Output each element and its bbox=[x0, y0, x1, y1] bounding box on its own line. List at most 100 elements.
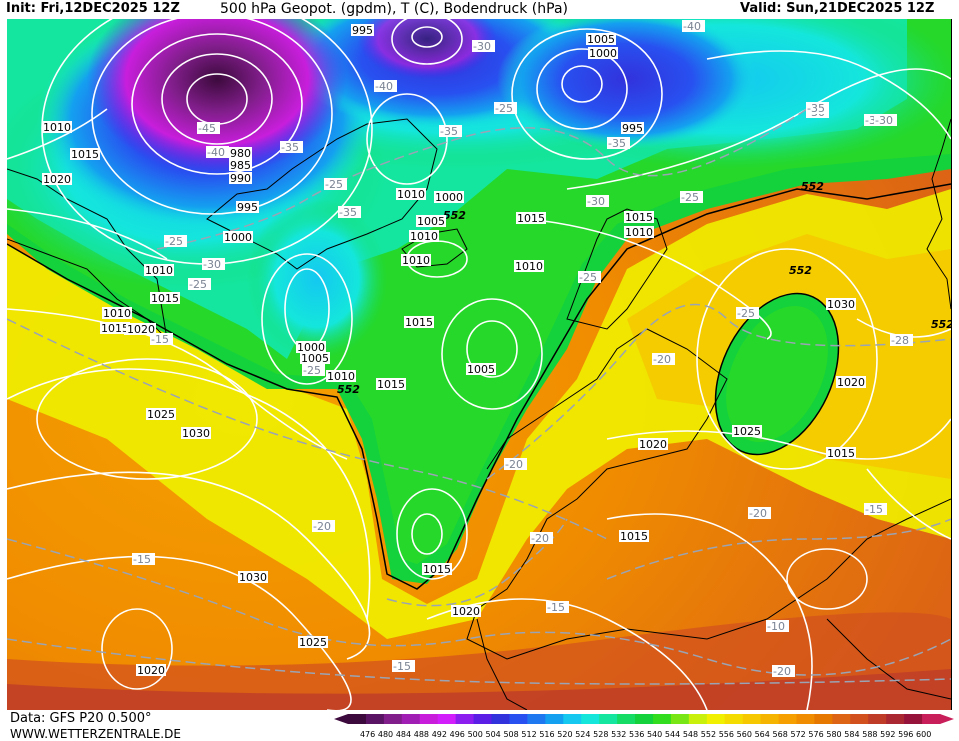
temperature-label: -40 bbox=[682, 20, 705, 33]
pressure-label: 995 bbox=[351, 24, 374, 37]
svg-text:1020: 1020 bbox=[837, 376, 865, 389]
colorbar-tick-label: 476 bbox=[360, 730, 375, 739]
colorbar-tick-label: 536 bbox=[629, 730, 644, 739]
pressure-label: 995 bbox=[621, 122, 644, 135]
colorbar-swatch bbox=[688, 714, 708, 724]
colorbar-tick-label: 484 bbox=[396, 730, 411, 739]
scandinavia-coast bbox=[566, 208, 668, 330]
colorbar-swatch bbox=[473, 714, 493, 724]
temperature-label: -25 bbox=[164, 235, 187, 248]
temperature-label: -30 bbox=[586, 195, 609, 208]
colorbar-swatch bbox=[383, 714, 403, 724]
svg-text:1015: 1015 bbox=[827, 447, 855, 460]
pressure-label: 1010 bbox=[102, 307, 132, 320]
temperature-label: -35 bbox=[806, 102, 829, 115]
svg-text:-35: -35 bbox=[281, 141, 299, 154]
pressure-label: 980 bbox=[229, 147, 252, 160]
colorbar-swatch bbox=[581, 714, 600, 724]
pressure-label: 1000 bbox=[434, 191, 464, 204]
pressure-label: 1010 bbox=[514, 260, 544, 273]
header: Init: Fri,12DEC2025 12Z 500 hPa Geopot. … bbox=[0, 0, 959, 19]
colorbar-swatch bbox=[832, 714, 851, 724]
colorbar-swatch bbox=[617, 714, 636, 724]
colorbar-tick-label: 492 bbox=[432, 730, 447, 739]
colorbar-tick-label: 572 bbox=[790, 730, 805, 739]
pressure-label: 1000 bbox=[588, 47, 618, 60]
temperature-label: -45 bbox=[197, 122, 220, 135]
svg-text:1020: 1020 bbox=[127, 323, 155, 336]
geopotential-label: 552 bbox=[443, 209, 466, 222]
pressure-label: 1020 bbox=[836, 376, 866, 389]
colorbar-tick-label: 568 bbox=[773, 730, 788, 739]
colorbar-swatch bbox=[455, 714, 475, 724]
geopotential-label: 552 bbox=[801, 180, 824, 193]
svg-text:1015: 1015 bbox=[423, 563, 451, 576]
colorbar-tick-label: 600 bbox=[916, 730, 931, 739]
colorbar-tick-label: 576 bbox=[808, 730, 823, 739]
temperature-label: -15 bbox=[132, 553, 155, 566]
colorbar-swatch bbox=[419, 714, 439, 724]
temperature-label: -15 bbox=[864, 503, 887, 516]
svg-text:1015: 1015 bbox=[71, 148, 99, 161]
colorbar-swatch bbox=[778, 714, 797, 724]
data-source: Data: GFS P20 0.500° bbox=[10, 711, 152, 726]
temperature-label: -25 bbox=[324, 178, 347, 191]
colorbar-tick-label: 512 bbox=[521, 730, 536, 739]
pressure-label: 1010 bbox=[42, 121, 72, 134]
colorbar-swatch bbox=[796, 714, 815, 724]
north-america-coast bbox=[7, 168, 168, 341]
pressure-label: 985 bbox=[229, 159, 252, 172]
svg-text:1000: 1000 bbox=[224, 231, 252, 244]
svg-text:1010: 1010 bbox=[625, 226, 653, 239]
map-labels: 552 552 552 552 552 bbox=[337, 180, 951, 396]
colorbar-tick-label: 524 bbox=[575, 730, 590, 739]
svg-text:-20: -20 bbox=[749, 507, 767, 520]
colorbar-max-arrow bbox=[940, 714, 954, 724]
temperature-label: -28 bbox=[890, 334, 913, 347]
svg-text:1010: 1010 bbox=[43, 121, 71, 134]
svg-text:1020: 1020 bbox=[452, 605, 480, 618]
svg-text:-20: -20 bbox=[653, 353, 671, 366]
colorbar-tick-label: 504 bbox=[486, 730, 501, 739]
svg-text:1030: 1030 bbox=[239, 571, 267, 584]
svg-text:1015: 1015 bbox=[151, 292, 179, 305]
colorbar-tick-label: 532 bbox=[611, 730, 626, 739]
pressure-label: 1030 bbox=[826, 298, 856, 311]
isotherms bbox=[7, 108, 951, 685]
svg-text:-20: -20 bbox=[505, 458, 523, 471]
colorbar-tick-label: 520 bbox=[557, 730, 572, 739]
pressure-label: 1010 bbox=[624, 226, 654, 239]
colorbar-swatch bbox=[437, 714, 457, 724]
pressure-label: 1020 bbox=[638, 438, 668, 451]
pressure-label: 1005 bbox=[416, 215, 446, 228]
temperature-label: -35 bbox=[607, 137, 630, 150]
svg-text:-28: -28 bbox=[891, 334, 909, 347]
geopotential-552-cutoff bbox=[714, 292, 840, 456]
svg-text:1020: 1020 bbox=[639, 438, 667, 451]
europe-coast bbox=[466, 328, 951, 660]
colorbar-swatch bbox=[509, 714, 528, 724]
colorbar-swatch bbox=[652, 714, 672, 724]
svg-text:-15: -15 bbox=[133, 553, 151, 566]
init-time: Init: Fri,12DEC2025 12Z bbox=[6, 1, 180, 16]
temperature-label: -20 bbox=[772, 665, 795, 678]
svg-text:1025: 1025 bbox=[733, 425, 761, 438]
svg-text:1010: 1010 bbox=[327, 370, 355, 383]
pressure-label: 1015 bbox=[376, 378, 406, 391]
pressure-label: 1010 bbox=[401, 254, 431, 267]
svg-text:1010: 1010 bbox=[103, 307, 131, 320]
valid-time: Valid: Sun,21DEC2025 12Z bbox=[740, 1, 935, 16]
svg-text:1015: 1015 bbox=[625, 211, 653, 224]
colorbar-tick-label: 516 bbox=[539, 730, 554, 739]
colorbar-swatch bbox=[742, 714, 762, 724]
temperature-label: -10 bbox=[766, 620, 789, 633]
svg-text:1010: 1010 bbox=[515, 260, 543, 273]
pressure-label: 1010 bbox=[326, 370, 356, 383]
temperature-label: -15 bbox=[546, 601, 569, 614]
pressure-label: 1010 bbox=[144, 264, 174, 277]
pressure-label: 1010 bbox=[409, 230, 439, 243]
pressure-label: 1020 bbox=[42, 173, 72, 186]
temperature-label: -40 bbox=[206, 146, 229, 159]
pressure-label: 1000 bbox=[223, 231, 253, 244]
pressure-label: 1015 bbox=[826, 447, 856, 460]
